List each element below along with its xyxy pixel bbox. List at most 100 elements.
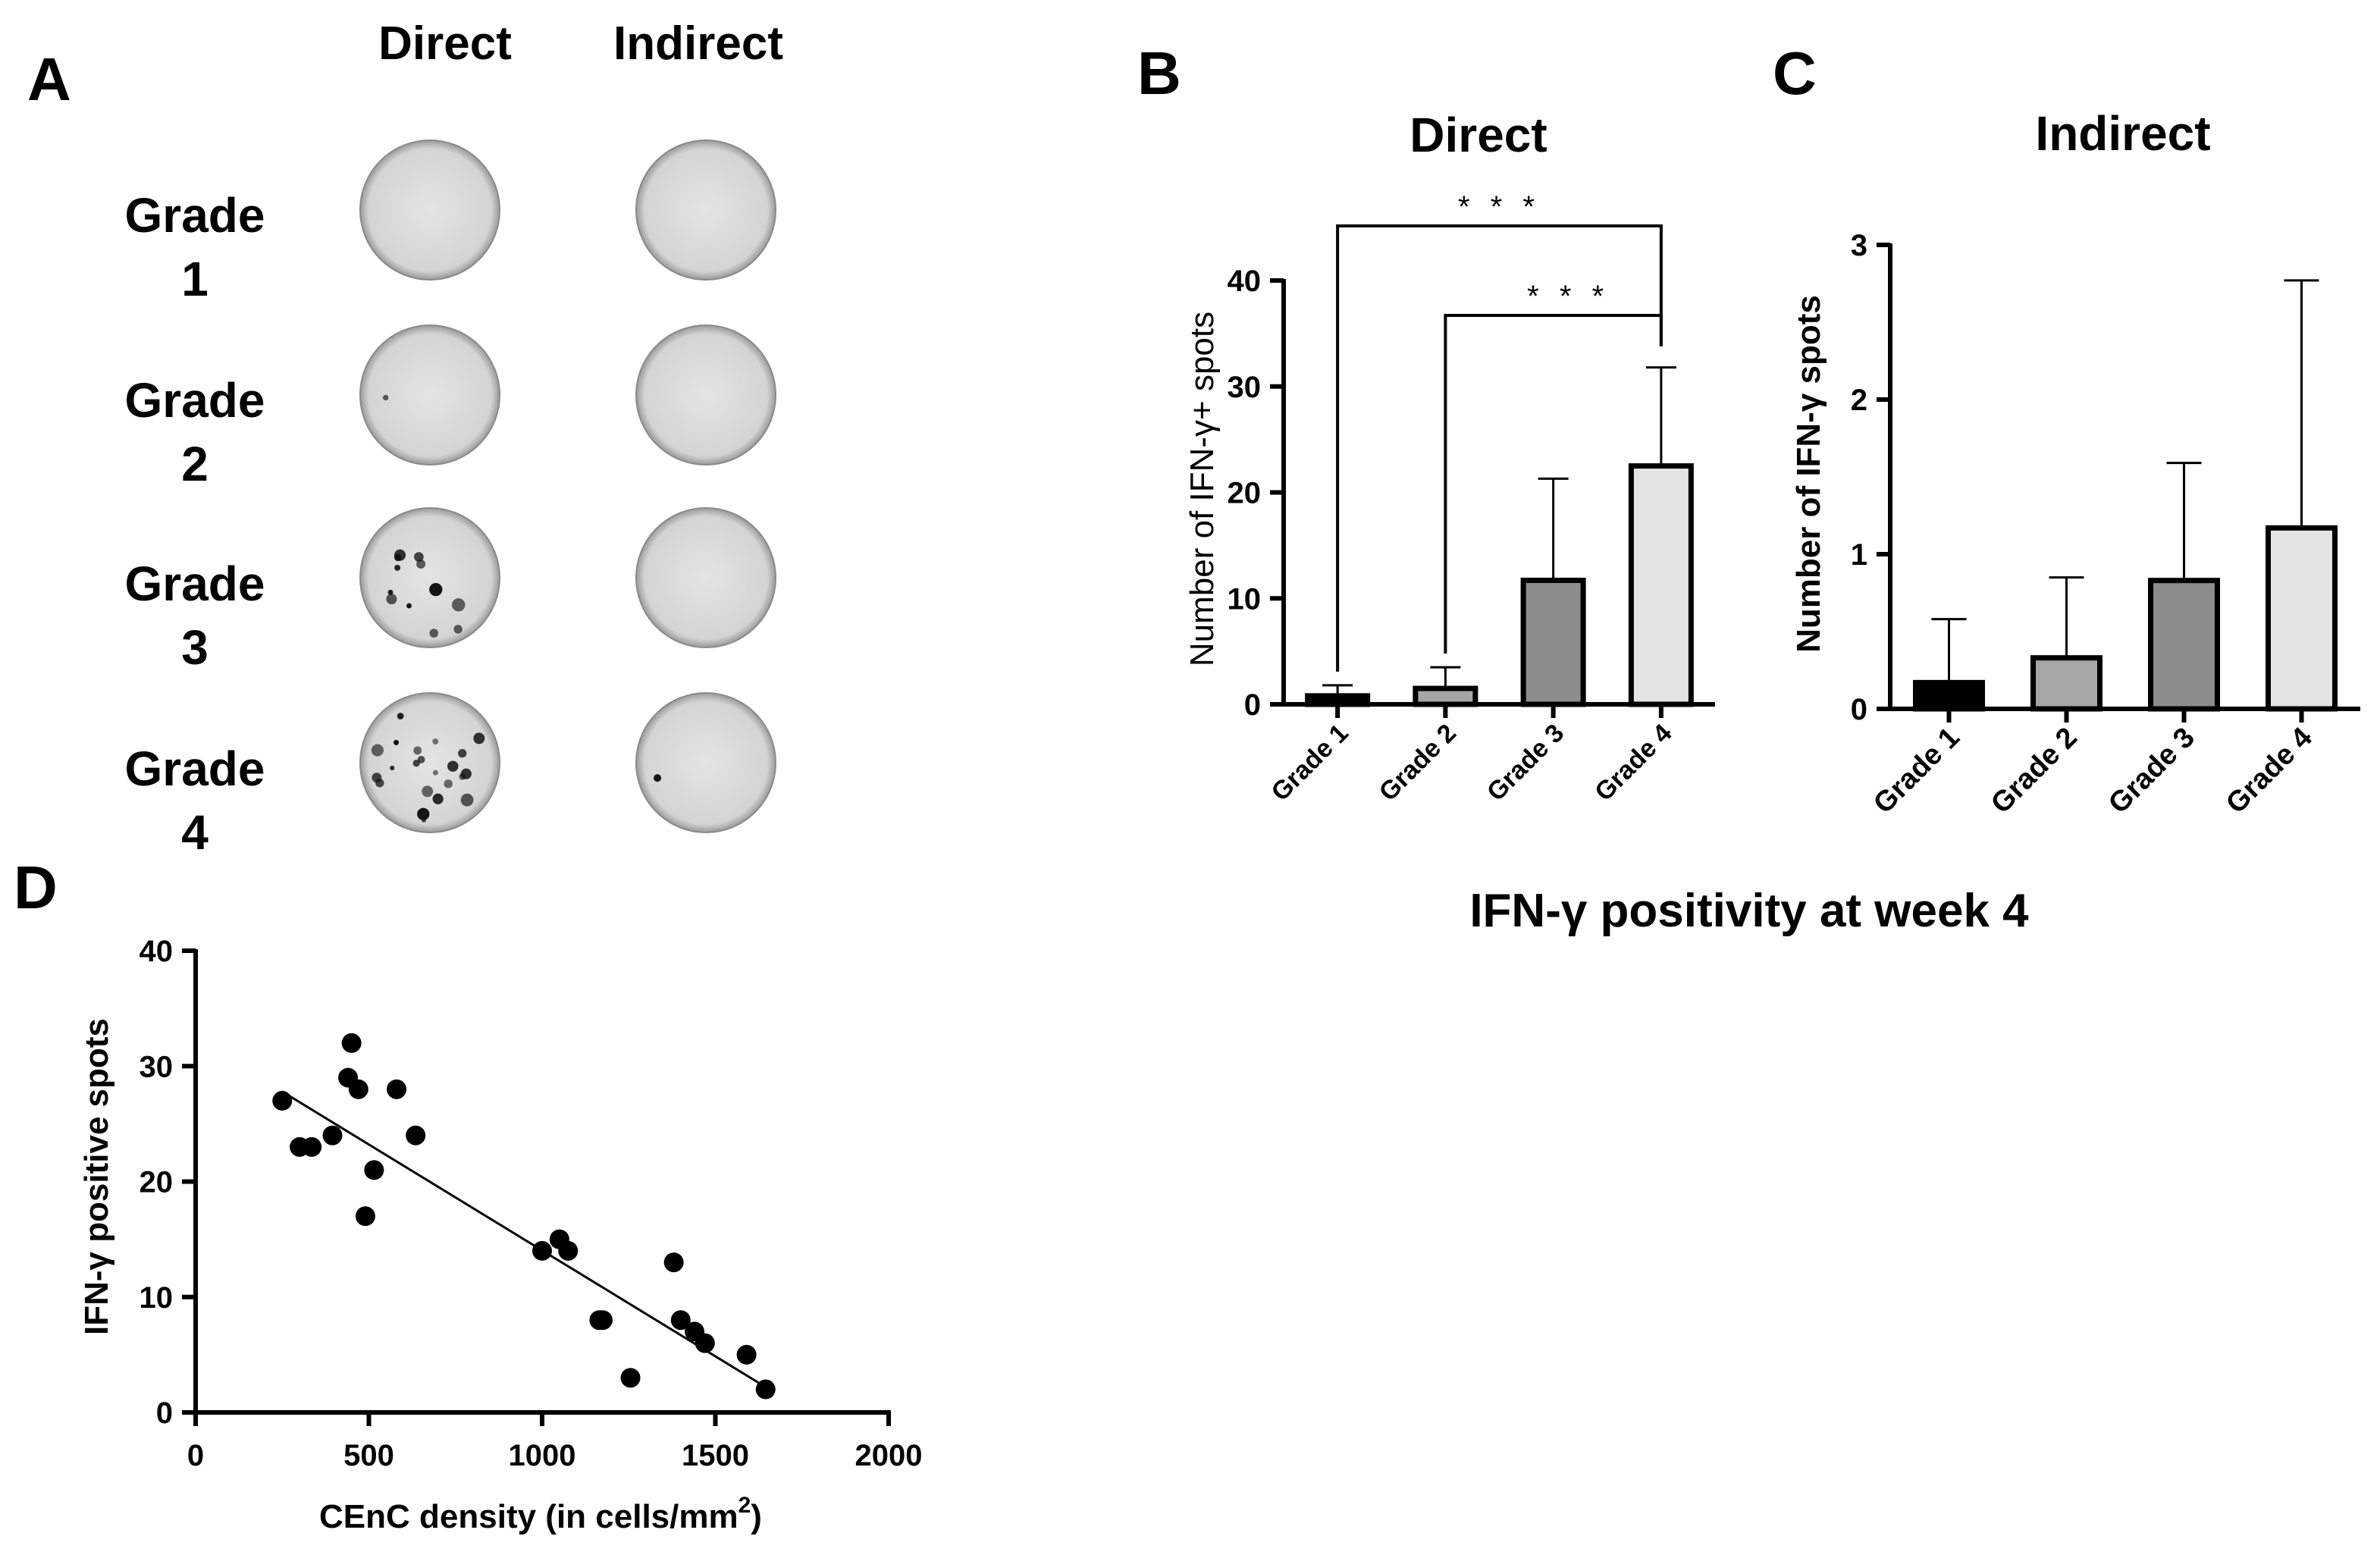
row-label-grade-4-word: Grade	[125, 741, 265, 796]
x-tick-label: Grade 1	[1867, 722, 1966, 820]
chart-c-title: Indirect	[2035, 106, 2210, 161]
data-point	[387, 1079, 407, 1099]
y-tick-label: 0	[1244, 688, 1261, 722]
x-tick-label: Grade 4	[2220, 722, 2319, 820]
y-tick-label: 40	[1228, 265, 1262, 298]
bar-grade-4	[1628, 463, 1694, 707]
x-tick-label: Grade 3	[1482, 719, 1569, 807]
chart-d-x-axis-label-main: CEnC density (in cells/mm	[319, 1498, 738, 1535]
bar-grade-3	[2148, 578, 2220, 712]
spot	[429, 629, 439, 638]
row-label-grade-4-number: 4	[181, 805, 209, 860]
y-tick-label: 2	[1851, 384, 1867, 417]
spot	[460, 793, 474, 807]
spot	[432, 738, 439, 745]
data-point	[364, 1160, 384, 1180]
chart-d-y-axis-label: IFN-γ positive spots	[78, 1018, 115, 1335]
y-tick-label: 3	[1851, 229, 1867, 262]
data-point	[670, 1310, 691, 1331]
spot	[432, 770, 438, 776]
data-point	[302, 1136, 322, 1157]
spot	[390, 765, 395, 770]
y-tick-label: 1	[1851, 538, 1867, 572]
chart-b-y-axis-label: Number of IFN-γ+ spots	[1184, 312, 1221, 666]
bar-grade-4	[2266, 525, 2338, 712]
x-tick-label: 1000	[509, 1439, 576, 1472]
chart-d-plot-area: 0 10 20 30 40 0 500 1000 1500 2000	[140, 935, 923, 1472]
well-grade-4-direct	[359, 692, 500, 833]
bar-grade-1	[1305, 693, 1371, 707]
significance-bracket	[1444, 314, 1663, 654]
well-grade-3-direct	[359, 507, 500, 648]
spot	[371, 744, 384, 757]
row-label-grade-1-number: 1	[181, 252, 209, 306]
spot	[432, 793, 444, 804]
y-tick-label: 20	[1228, 477, 1262, 510]
panel-d-letter: D	[14, 854, 58, 921]
data-point	[532, 1240, 552, 1261]
x-tick-label: Grade 3	[2102, 722, 2201, 820]
bar-grade-2	[2030, 655, 2102, 712]
data-point	[406, 1125, 426, 1146]
data-point	[620, 1368, 641, 1388]
data-point	[755, 1379, 776, 1400]
y-tick-label: 30	[1228, 371, 1262, 404]
row-label-grade-2-number: 2	[181, 437, 209, 491]
significance-label: * * *	[1458, 190, 1541, 224]
spot	[417, 807, 430, 820]
significance-label: * * *	[1527, 280, 1610, 313]
y-tick-label: 40	[140, 935, 174, 968]
y-tick-label: 30	[140, 1050, 174, 1083]
row-label-grade-3-number: 3	[181, 620, 209, 675]
panel-b: B Direct Number of IFN-γ+ spots 0 10 20 30 4…	[1137, 39, 1715, 807]
spot	[473, 732, 485, 745]
panel-b-letter: B	[1137, 39, 1181, 107]
x-tick-label: 2000	[855, 1439, 923, 1472]
column-header-indirect: Indirect	[613, 17, 783, 70]
x-tick-label: Grade 2	[1985, 722, 2084, 820]
well-grade-1-indirect	[635, 139, 776, 281]
row-label-grade-3-word: Grade	[125, 556, 265, 611]
spot	[394, 565, 401, 571]
chart-c-y-axis-label: Number of IFN-γ spots	[1790, 295, 1827, 653]
data-point	[736, 1344, 757, 1365]
spot	[459, 773, 466, 780]
data-point	[348, 1079, 368, 1099]
bar-grade-3	[1520, 577, 1586, 707]
spot	[422, 785, 434, 798]
x-tick-label: Grade 1	[1265, 719, 1353, 807]
y-tick-label: 20	[140, 1166, 174, 1199]
well-grade-3-indirect	[635, 507, 776, 648]
significance-bracket	[1336, 224, 1663, 672]
y-tick-label: 10	[1228, 582, 1262, 616]
panel-d: D IFN-γ positive spots CEnC density (in …	[14, 854, 922, 1535]
y-tick-label: 10	[140, 1281, 174, 1315]
data-point	[695, 1333, 715, 1353]
elispot-wells	[359, 139, 776, 833]
chart-d-x-axis-label: CEnC density (in cells/mm2)	[319, 1493, 762, 1535]
data-point	[558, 1240, 579, 1261]
spot	[453, 625, 463, 634]
spot	[413, 746, 422, 755]
spot	[447, 760, 459, 772]
chart-b-title: Direct	[1409, 108, 1547, 162]
x-tick-label: Grade 2	[1374, 719, 1462, 807]
data-point	[355, 1206, 375, 1227]
spot	[444, 779, 453, 788]
x-tick-label: 1500	[682, 1439, 749, 1472]
column-header-direct: Direct	[378, 17, 512, 70]
chart-d-x-axis-label-end: )	[751, 1498, 762, 1535]
x-tick-label: Grade 4	[1589, 719, 1677, 807]
panel-a-letter: A	[27, 45, 71, 113]
spot	[406, 603, 412, 609]
spot	[372, 773, 382, 783]
chart-d-x-axis-label-superscript: 2	[738, 1493, 751, 1518]
panel-a: A Direct Indirect Grade 1 Grade 2 Grade …	[27, 17, 783, 860]
x-tick-label: 500	[343, 1439, 394, 1472]
shared-x-caption: IFN-γ positivity at week 4	[1469, 885, 2029, 937]
well-grade-4-indirect	[635, 692, 776, 833]
data-point	[592, 1310, 613, 1331]
data-point	[272, 1090, 293, 1111]
spot	[397, 713, 404, 719]
panel-c-letter: C	[1773, 39, 1817, 107]
